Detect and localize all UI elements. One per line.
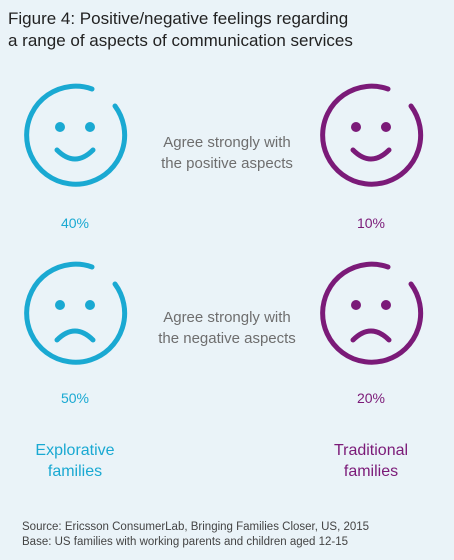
face-outline xyxy=(320,261,424,365)
title-line-2: a range of aspects of communication serv… xyxy=(8,31,353,50)
right-eye xyxy=(381,122,391,132)
frown-mouth xyxy=(350,328,392,343)
explorative-negative-frowny-icon xyxy=(24,261,128,365)
traditional-positive-value: 10% xyxy=(356,215,386,231)
figure-title: Figure 4: Positive/negative feelings reg… xyxy=(8,8,438,52)
legend-explorative: Explorative families xyxy=(10,440,140,482)
face-outline xyxy=(24,261,128,365)
left-eye xyxy=(351,122,361,132)
smile-mouth xyxy=(54,147,96,162)
legend-explorative-line-2: families xyxy=(47,463,103,480)
face-outline xyxy=(320,83,424,187)
left-eye xyxy=(55,300,65,310)
explorative-positive-value: 40% xyxy=(60,215,90,231)
traditional-negative-value: 20% xyxy=(356,390,386,406)
explorative-positive-smiley-icon xyxy=(24,83,128,187)
legend-traditional-line-1: Traditional xyxy=(333,442,409,459)
legend-traditional: Traditional families xyxy=(306,440,436,482)
source-note: Source: Ericsson ConsumerLab, Bringing F… xyxy=(22,521,370,533)
row-label-negative-line-1: Agree strongly with xyxy=(163,309,291,326)
traditional-negative-frowny-icon xyxy=(320,261,424,365)
left-eye xyxy=(351,300,361,310)
row-label-positive-line-2: the positive aspects xyxy=(161,155,293,172)
explorative-negative-value: 50% xyxy=(60,390,90,406)
base-note: Base: US families with working parents a… xyxy=(22,536,349,548)
right-eye xyxy=(381,300,391,310)
frown-mouth xyxy=(54,328,96,343)
row-label-negative-line-2: the negative aspects xyxy=(158,330,296,347)
right-eye xyxy=(85,122,95,132)
right-eye xyxy=(85,300,95,310)
footer: Source: Ericsson ConsumerLab, Bringing F… xyxy=(22,520,452,550)
traditional-positive-smiley-icon xyxy=(320,83,424,187)
row-label-positive-line-1: Agree strongly with xyxy=(163,134,291,151)
row-label-negative: Agree strongly with the negative aspects xyxy=(138,307,316,349)
left-eye xyxy=(55,122,65,132)
title-line-1: Figure 4: Positive/negative feelings reg… xyxy=(8,9,349,28)
legend-explorative-line-1: Explorative xyxy=(35,442,115,459)
face-outline xyxy=(24,83,128,187)
smile-mouth xyxy=(350,147,392,162)
legend-traditional-line-2: families xyxy=(343,463,399,480)
row-label-positive: Agree strongly with the positive aspects xyxy=(138,132,316,174)
